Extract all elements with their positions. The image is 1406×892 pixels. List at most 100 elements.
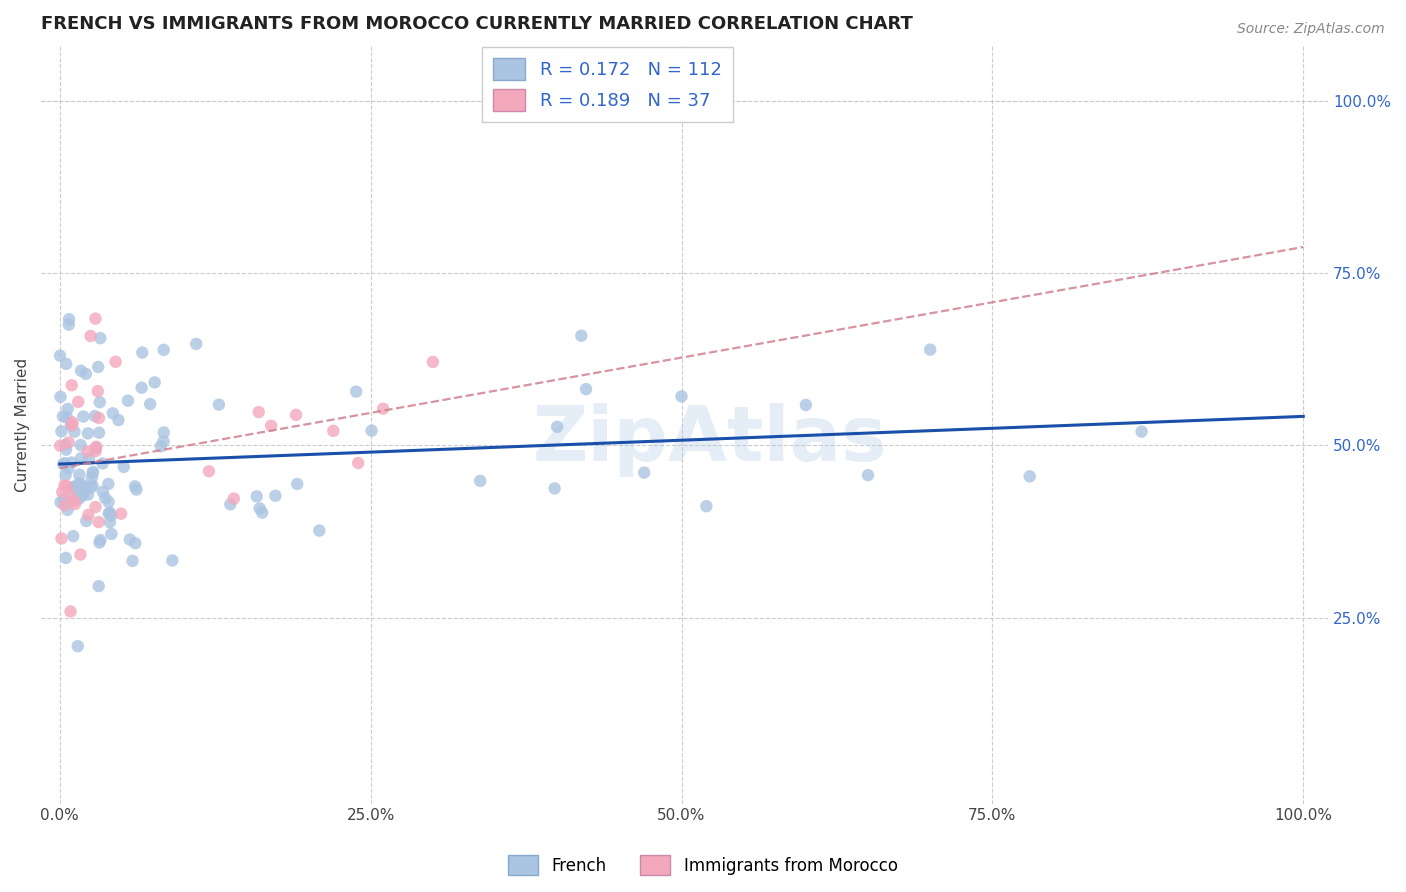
Point bbox=[84, 444, 107, 458]
Point bbox=[575, 382, 598, 396]
Point bbox=[56, 401, 79, 416]
Point bbox=[260, 418, 283, 433]
Point bbox=[56, 503, 79, 517]
Point bbox=[87, 411, 110, 425]
Point bbox=[152, 425, 174, 440]
Point bbox=[89, 395, 111, 409]
Point bbox=[371, 401, 394, 416]
Point bbox=[100, 508, 122, 523]
Point bbox=[125, 483, 148, 497]
Point bbox=[322, 424, 344, 438]
Point bbox=[69, 438, 91, 452]
Point bbox=[107, 413, 129, 427]
Point bbox=[49, 439, 72, 453]
Text: FRENCH VS IMMIGRANTS FROM MOROCCO CURRENTLY MARRIED CORRELATION CHART: FRENCH VS IMMIGRANTS FROM MOROCCO CURREN… bbox=[41, 15, 912, 33]
Point bbox=[794, 398, 817, 412]
Point bbox=[82, 479, 104, 493]
Point bbox=[51, 532, 73, 546]
Point bbox=[58, 461, 80, 475]
Point bbox=[97, 495, 120, 509]
Point bbox=[124, 536, 146, 550]
Point bbox=[1018, 469, 1040, 483]
Point bbox=[63, 494, 86, 508]
Point bbox=[110, 507, 132, 521]
Legend: French, Immigrants from Morocco: French, Immigrants from Morocco bbox=[502, 848, 904, 882]
Point bbox=[344, 384, 367, 399]
Point bbox=[60, 378, 83, 392]
Point bbox=[51, 425, 73, 439]
Text: Source: ZipAtlas.com: Source: ZipAtlas.com bbox=[1237, 22, 1385, 37]
Point bbox=[60, 455, 83, 469]
Point bbox=[198, 464, 221, 478]
Point bbox=[72, 485, 94, 500]
Point bbox=[470, 474, 492, 488]
Point bbox=[87, 515, 110, 529]
Point bbox=[55, 479, 77, 493]
Point bbox=[264, 489, 287, 503]
Point bbox=[67, 467, 90, 482]
Point bbox=[143, 376, 166, 390]
Point bbox=[63, 479, 86, 493]
Point bbox=[77, 488, 100, 502]
Point bbox=[84, 441, 107, 455]
Point bbox=[308, 524, 330, 538]
Point bbox=[77, 508, 100, 522]
Point bbox=[70, 489, 93, 503]
Point bbox=[139, 397, 162, 411]
Point bbox=[53, 478, 76, 492]
Point bbox=[246, 489, 269, 503]
Point bbox=[69, 548, 91, 562]
Point bbox=[70, 451, 93, 466]
Point bbox=[55, 357, 77, 371]
Point bbox=[60, 481, 83, 495]
Point bbox=[347, 456, 370, 470]
Point bbox=[222, 491, 245, 506]
Point bbox=[67, 476, 90, 491]
Point bbox=[543, 482, 565, 496]
Point bbox=[75, 480, 97, 494]
Point bbox=[285, 408, 308, 422]
Point bbox=[152, 343, 174, 357]
Point bbox=[112, 459, 135, 474]
Point bbox=[80, 471, 103, 485]
Point bbox=[131, 345, 153, 359]
Point bbox=[62, 529, 84, 543]
Point bbox=[208, 398, 231, 412]
Point bbox=[84, 311, 107, 326]
Point bbox=[76, 444, 98, 458]
Point bbox=[82, 465, 104, 479]
Point bbox=[77, 426, 100, 441]
Point bbox=[58, 318, 80, 332]
Point bbox=[58, 312, 80, 326]
Point bbox=[87, 359, 110, 374]
Point bbox=[1130, 425, 1153, 439]
Point bbox=[77, 451, 100, 466]
Point bbox=[49, 495, 72, 509]
Point bbox=[49, 390, 72, 404]
Point bbox=[84, 440, 107, 454]
Point bbox=[89, 533, 111, 547]
Point bbox=[75, 514, 97, 528]
Point bbox=[53, 499, 76, 513]
Point bbox=[671, 389, 693, 403]
Point bbox=[546, 419, 568, 434]
Point bbox=[856, 468, 879, 483]
Point bbox=[83, 409, 105, 423]
Y-axis label: Currently Married: Currently Married bbox=[15, 358, 30, 491]
Point bbox=[66, 639, 89, 653]
Point bbox=[55, 442, 77, 457]
Point bbox=[58, 435, 80, 450]
Point bbox=[87, 579, 110, 593]
Point bbox=[252, 506, 274, 520]
Point bbox=[72, 486, 94, 500]
Point bbox=[52, 492, 75, 507]
Point bbox=[219, 497, 242, 511]
Point bbox=[52, 457, 75, 471]
Point bbox=[89, 535, 111, 549]
Point bbox=[94, 491, 117, 505]
Point bbox=[249, 501, 271, 516]
Point bbox=[63, 497, 86, 511]
Point bbox=[131, 381, 153, 395]
Point bbox=[60, 418, 83, 433]
Point bbox=[98, 515, 121, 529]
